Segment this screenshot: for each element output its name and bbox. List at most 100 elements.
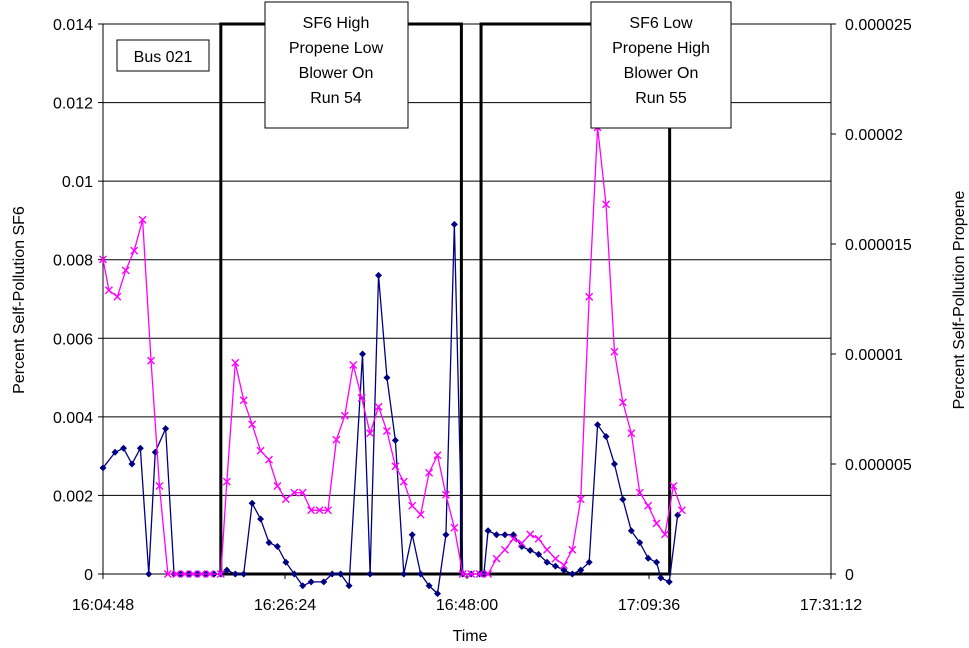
data-point-stroke (197, 570, 206, 578)
data-point (147, 356, 156, 365)
data-point (273, 482, 282, 490)
data-point (425, 468, 434, 477)
data-point-stroke (222, 477, 231, 486)
data-point (104, 286, 113, 295)
data-point (99, 255, 107, 264)
data-point (273, 543, 281, 550)
data-point (492, 554, 501, 563)
data-point-stroke (500, 545, 509, 554)
data-point (467, 570, 476, 578)
data-point (551, 562, 559, 570)
y-tick-label: 0.004 (53, 410, 93, 427)
data-point (120, 444, 128, 452)
data-point (434, 590, 442, 598)
data-point (602, 200, 611, 209)
data-point (374, 402, 383, 411)
data-point (391, 436, 399, 444)
data-point-stroke (669, 482, 678, 490)
data-point (391, 462, 400, 471)
data-point (282, 558, 290, 566)
data-point-stroke (340, 411, 349, 420)
data-point (627, 429, 636, 438)
data-point-stroke (298, 488, 307, 497)
data-point-stroke (576, 495, 585, 504)
data-point-stroke (391, 462, 400, 471)
bus-label-box (116, 39, 210, 72)
data-point (298, 488, 307, 497)
data-point-stroke (551, 554, 560, 563)
data-point (216, 570, 225, 578)
data-point (526, 546, 534, 554)
data-point-stroke (450, 523, 459, 532)
y2-tick-label: 0 (845, 567, 854, 584)
series-line-1 (102, 224, 679, 595)
data-point-stroke (99, 255, 107, 264)
data-point-stroke (180, 570, 189, 578)
data-point-stroke (357, 394, 366, 402)
data-point (383, 374, 391, 382)
data-point (359, 350, 367, 358)
data-point-stroke (206, 570, 215, 578)
data-point (320, 578, 328, 586)
annotation-line: SF6 High (303, 15, 370, 32)
data-point-stroke (433, 451, 442, 460)
series-layer (99, 123, 686, 598)
data-point-stroke (163, 570, 172, 578)
data-point (484, 527, 492, 535)
data-point-stroke (467, 570, 476, 578)
data-point-stroke (332, 435, 341, 444)
right-axis-ticks: 0 0.000005 0.00001 0.000015 0.00002 0.000025 (831, 17, 912, 584)
data-point-stroke (408, 501, 417, 510)
data-point-stroke (155, 482, 164, 490)
x-tick-label: 16:26:24 (254, 597, 316, 614)
data-point-stroke (534, 534, 543, 543)
data-point-stroke (416, 510, 425, 519)
data-point (337, 570, 345, 578)
data-point (130, 246, 139, 255)
data-point (231, 358, 240, 367)
data-point-stroke (248, 420, 257, 429)
annotation-boxes: Bus 021 SF6 High Propene Low Blower On Run 5… (116, 1, 732, 129)
data-point-stroke (147, 356, 156, 365)
data-point (113, 292, 122, 301)
x-tick-label: 16:48:00 (436, 597, 498, 614)
data-point (375, 271, 383, 279)
y-axis-title: Percent Self-Pollution SF6 (11, 206, 28, 394)
data-point (231, 570, 239, 578)
data-point (450, 523, 459, 532)
data-point (162, 425, 170, 433)
data-point (674, 511, 682, 519)
data-point-stroke (273, 482, 282, 490)
data-point (433, 451, 442, 460)
data-point (189, 570, 198, 578)
data-point (636, 539, 644, 547)
data-point-stroke (104, 286, 113, 295)
data-point (509, 534, 518, 543)
x-tick-label: 17:09:36 (618, 597, 680, 614)
data-point (248, 499, 256, 507)
data-point (425, 582, 433, 590)
data-point (627, 527, 635, 535)
data-point (661, 530, 670, 539)
data-point-stroke (366, 429, 375, 438)
data-point (299, 582, 307, 590)
data-point (248, 420, 257, 429)
data-point (458, 570, 467, 578)
data-point (577, 566, 585, 574)
data-point (399, 477, 408, 486)
data-point (222, 477, 231, 486)
data-point (281, 495, 290, 504)
data-point (99, 464, 107, 472)
data-point (559, 561, 568, 570)
data-point-stroke (315, 506, 324, 515)
data-point (484, 570, 493, 578)
data-point-stroke (130, 246, 139, 255)
data-point (652, 519, 661, 528)
data-point (416, 510, 425, 519)
data-point (441, 490, 450, 499)
annotation-box-1 (264, 1, 409, 129)
data-point (610, 347, 619, 356)
data-point-stroke (374, 402, 383, 411)
data-point-stroke (172, 570, 181, 578)
data-point (475, 570, 484, 578)
